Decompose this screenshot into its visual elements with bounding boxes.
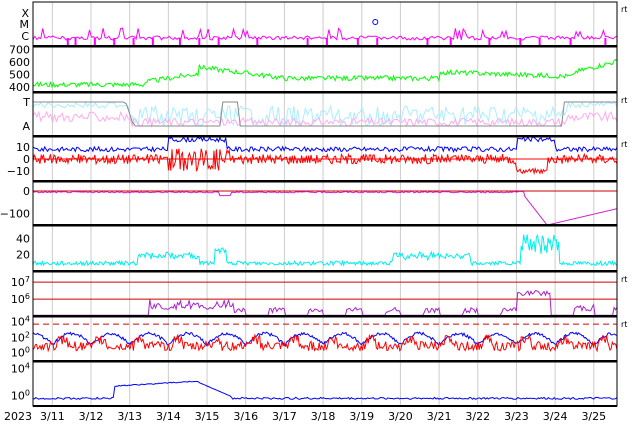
sector-label-T: T <box>22 96 30 109</box>
electron-tick-1e7: 107 <box>11 275 30 289</box>
proton-tick-1e0: 100 <box>11 345 30 359</box>
panel-frame-1 <box>32 1 618 47</box>
x-axis-year-label: 2023 <box>4 410 32 423</box>
x-tick-label-3-12: 3/12 <box>79 410 104 423</box>
imf-side-label: rt <box>621 140 627 149</box>
speed-tick-20: 20 <box>16 249 30 262</box>
f107-tick-500: 500 <box>9 69 30 82</box>
x-tick-label-3-11: 3/11 <box>40 410 65 423</box>
xray-class-label-X: X <box>21 7 29 20</box>
panel-frame-5 <box>32 181 618 226</box>
sector-label-A: A <box>22 120 30 133</box>
x-tick-label-3-19: 3/19 <box>349 410 374 423</box>
imf-tick-10: 10 <box>16 141 30 154</box>
proton2-tick-1e0: 100 <box>11 388 30 402</box>
dst-line <box>32 190 618 226</box>
xray-class-label-C: C <box>21 30 29 43</box>
f107-tick-600: 600 <box>9 56 30 69</box>
imf-tick--10: −10 <box>7 165 30 178</box>
imf-bt-line <box>32 135 618 153</box>
x-tick-label-3-16: 3/16 <box>233 410 258 423</box>
dst-tick-0: 0 <box>23 185 30 198</box>
proton-channel-1-line <box>32 331 618 347</box>
panel-frames <box>32 1 618 407</box>
dst-tick--100: −100 <box>0 208 30 221</box>
f107-line <box>32 58 618 89</box>
sector-side-label: rt <box>621 96 627 105</box>
x-tick-label-3-15: 3/15 <box>195 410 220 423</box>
f107-tick-400: 400 <box>9 81 30 94</box>
electron-tick-1e6: 106 <box>11 292 30 306</box>
flare-marker <box>372 19 379 25</box>
x-tick-label-3-23: 3/23 <box>504 410 529 423</box>
x-tick-label-3-22: 3/22 <box>465 410 490 423</box>
panel-frame-9 <box>32 361 618 407</box>
speed-line <box>32 233 618 267</box>
proton-side-label: rt <box>621 320 627 329</box>
panel-frame-2 <box>32 46 618 93</box>
electron-side-label: rt <box>621 275 627 284</box>
x-tick-label-3-18: 3/18 <box>311 410 336 423</box>
x-tick-label-3-17: 3/17 <box>272 410 297 423</box>
electron-flux-line <box>33 290 618 316</box>
x-tick-label-3-14: 3/14 <box>156 410 181 423</box>
x-tick-label-3-25: 3/25 <box>581 410 606 423</box>
x-tick-label-3-24: 3/24 <box>543 410 568 423</box>
axis-labels: 3/11 3/12 3/13 3/14 3/15 3/16 3/17 3/18 3/19 3/20… <box>0 5 627 423</box>
xray-class-label-M: M <box>20 18 30 31</box>
xray-side-label: rt <box>621 5 627 14</box>
data-series <box>32 19 618 400</box>
proton-channel-2-line <box>32 333 618 353</box>
f107-tick-700: 700 <box>9 44 30 57</box>
sector-toward-line <box>32 110 618 128</box>
proton-tick-1e2: 102 <box>11 330 30 344</box>
imf-tick-0: 0 <box>23 153 30 166</box>
x-tick-label-3-20: 3/20 <box>388 410 413 423</box>
xray-flux-line <box>32 27 618 41</box>
x-tick-label-3-21: 3/21 <box>427 410 452 423</box>
proton-tick-1e4: 104 <box>11 315 30 329</box>
x-tick-label-3-13: 3/13 <box>117 410 142 423</box>
proton2-tick-1e4: 104 <box>11 362 30 376</box>
imf-bz-line <box>32 148 618 176</box>
speed-tick-40: 40 <box>16 232 30 245</box>
sector-step-line <box>33 101 617 127</box>
proton2-flux-line <box>32 380 618 400</box>
